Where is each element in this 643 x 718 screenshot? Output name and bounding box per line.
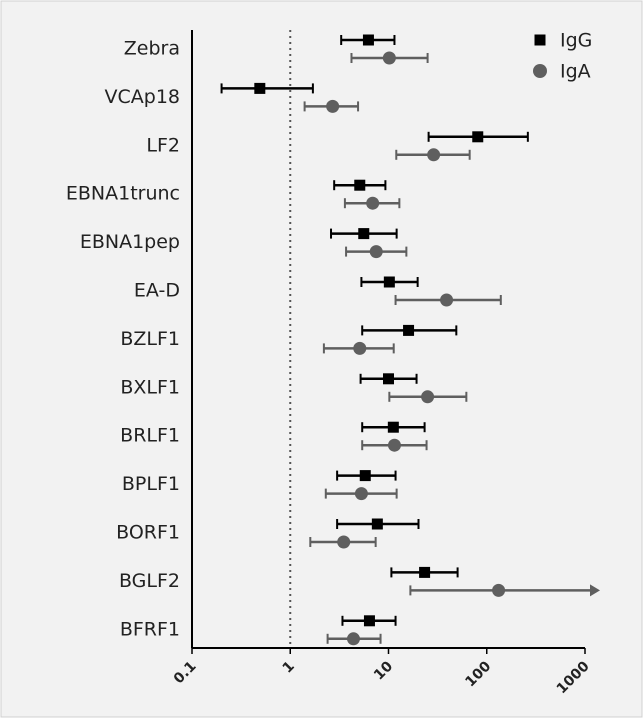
point — [337, 535, 351, 549]
category-label: BPLF1 — [122, 473, 180, 495]
point — [366, 196, 380, 210]
point — [371, 518, 383, 530]
point — [472, 131, 484, 143]
category-label: Zebra — [124, 38, 180, 60]
point — [362, 34, 374, 46]
category-label: EA-D — [134, 280, 180, 302]
category-label: BORF1 — [116, 522, 180, 544]
category-label: LF2 — [146, 134, 180, 156]
error-arrow — [590, 584, 600, 597]
category-label: EBNA1trunc — [66, 183, 180, 205]
point — [363, 615, 375, 627]
point — [354, 179, 366, 191]
category-label: BFRF1 — [120, 618, 180, 640]
point — [358, 228, 370, 240]
point — [359, 470, 371, 482]
category-label: BRLF1 — [120, 425, 180, 447]
point — [427, 148, 441, 162]
category-label: EBNA1pep — [80, 231, 180, 253]
point — [492, 583, 506, 597]
legend-label: IgA — [560, 61, 591, 83]
point — [419, 566, 431, 578]
point — [387, 421, 399, 433]
point — [354, 487, 368, 501]
point — [403, 324, 415, 336]
legend-label: IgG — [560, 30, 592, 52]
point — [353, 341, 367, 355]
point — [369, 245, 383, 259]
point — [383, 373, 394, 385]
category-label: VCAp18 — [105, 86, 181, 108]
category-label: BXLF1 — [120, 376, 180, 398]
category-label: BGLF2 — [119, 570, 180, 592]
point — [440, 293, 454, 307]
point — [387, 438, 401, 452]
point — [382, 51, 396, 65]
point — [254, 82, 266, 94]
point — [421, 390, 435, 404]
point — [346, 632, 360, 646]
legend-marker — [534, 34, 546, 46]
legend-marker — [533, 64, 547, 78]
point — [383, 276, 395, 288]
category-label: BZLF1 — [120, 328, 180, 350]
point — [326, 99, 340, 113]
